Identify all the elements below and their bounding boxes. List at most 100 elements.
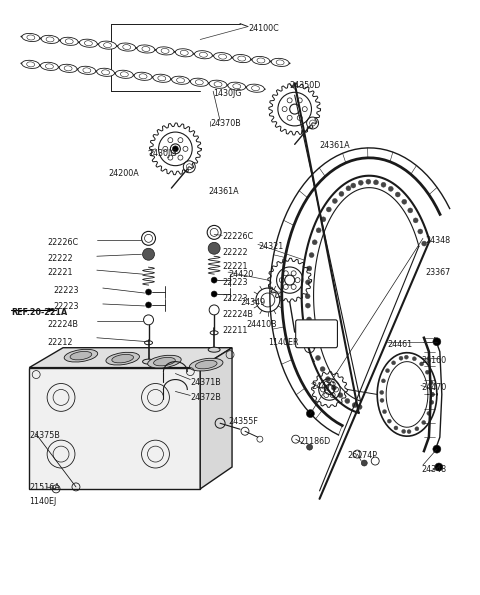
Text: 24410B: 24410B <box>246 320 276 329</box>
Circle shape <box>394 426 398 430</box>
Text: 24355F: 24355F <box>228 417 258 426</box>
Text: 22226C: 22226C <box>222 233 253 242</box>
Ellipse shape <box>70 352 92 360</box>
Circle shape <box>316 228 321 233</box>
Ellipse shape <box>257 58 265 63</box>
Circle shape <box>415 427 419 431</box>
Text: 22226C: 22226C <box>47 239 78 248</box>
Ellipse shape <box>153 74 171 82</box>
Circle shape <box>208 242 220 254</box>
Circle shape <box>338 393 343 397</box>
Circle shape <box>325 377 330 381</box>
Text: 24361A: 24361A <box>320 141 350 150</box>
Ellipse shape <box>65 39 73 44</box>
Circle shape <box>186 164 192 170</box>
Ellipse shape <box>214 52 231 61</box>
Text: 24348: 24348 <box>421 465 446 474</box>
Circle shape <box>407 430 411 434</box>
Circle shape <box>433 338 441 346</box>
Circle shape <box>399 356 403 360</box>
Text: 24461: 24461 <box>387 340 412 349</box>
Text: 24372B: 24372B <box>190 393 221 402</box>
Circle shape <box>143 248 155 260</box>
Circle shape <box>433 445 441 453</box>
Ellipse shape <box>120 72 128 77</box>
Circle shape <box>425 370 430 374</box>
Ellipse shape <box>106 352 140 365</box>
Circle shape <box>307 266 312 271</box>
Ellipse shape <box>228 82 246 90</box>
Ellipse shape <box>139 74 147 79</box>
Text: 22222: 22222 <box>222 248 248 257</box>
Circle shape <box>326 207 331 212</box>
Circle shape <box>413 218 418 223</box>
Circle shape <box>345 399 350 403</box>
Ellipse shape <box>180 51 188 55</box>
Ellipse shape <box>102 70 109 75</box>
Ellipse shape <box>46 64 53 69</box>
Circle shape <box>358 180 363 185</box>
Circle shape <box>315 355 321 361</box>
Ellipse shape <box>271 58 289 67</box>
Circle shape <box>145 302 152 308</box>
Ellipse shape <box>142 46 150 52</box>
Ellipse shape <box>80 39 97 47</box>
Ellipse shape <box>104 43 111 48</box>
Polygon shape <box>200 347 232 489</box>
Ellipse shape <box>208 347 220 352</box>
Text: 24361A: 24361A <box>208 187 239 196</box>
Ellipse shape <box>60 37 78 45</box>
Ellipse shape <box>27 62 35 67</box>
Circle shape <box>430 400 434 405</box>
Circle shape <box>352 403 357 408</box>
Circle shape <box>331 386 336 390</box>
Text: 21516A: 21516A <box>29 483 60 492</box>
Text: 24348: 24348 <box>425 236 450 245</box>
Ellipse shape <box>115 70 133 79</box>
Ellipse shape <box>143 359 155 364</box>
Ellipse shape <box>194 51 212 59</box>
Text: 22212: 22212 <box>47 338 72 347</box>
Text: 24200A: 24200A <box>109 169 140 178</box>
Ellipse shape <box>195 80 203 84</box>
Circle shape <box>211 277 217 283</box>
Ellipse shape <box>276 60 284 65</box>
Ellipse shape <box>177 78 184 83</box>
Circle shape <box>305 280 311 285</box>
Circle shape <box>172 146 179 152</box>
Ellipse shape <box>123 45 131 49</box>
Circle shape <box>366 179 371 184</box>
Ellipse shape <box>59 64 77 73</box>
Circle shape <box>310 120 315 126</box>
Text: 22211: 22211 <box>222 326 248 335</box>
Ellipse shape <box>190 358 223 371</box>
Ellipse shape <box>200 52 207 57</box>
Ellipse shape <box>40 62 58 70</box>
Circle shape <box>305 303 311 308</box>
Ellipse shape <box>118 43 136 51</box>
Text: 21186D: 21186D <box>300 437 331 446</box>
Circle shape <box>431 393 434 396</box>
Ellipse shape <box>252 57 270 64</box>
Ellipse shape <box>46 37 54 42</box>
Text: 24420: 24420 <box>228 270 253 279</box>
Circle shape <box>380 399 384 402</box>
Ellipse shape <box>137 45 155 53</box>
Circle shape <box>429 381 433 385</box>
Ellipse shape <box>99 41 117 49</box>
Circle shape <box>373 180 378 185</box>
Circle shape <box>306 409 314 418</box>
Circle shape <box>418 229 423 234</box>
Text: 24350D: 24350D <box>290 82 321 90</box>
Circle shape <box>361 460 367 466</box>
Circle shape <box>412 357 416 361</box>
Circle shape <box>312 343 317 348</box>
Text: 22223: 22223 <box>53 302 79 311</box>
Text: 24370B: 24370B <box>210 119 241 128</box>
FancyBboxPatch shape <box>296 320 337 347</box>
Ellipse shape <box>158 76 166 81</box>
Ellipse shape <box>191 78 208 86</box>
Text: 26160: 26160 <box>421 356 446 365</box>
Text: 24375B: 24375B <box>29 431 60 440</box>
Circle shape <box>385 369 389 372</box>
